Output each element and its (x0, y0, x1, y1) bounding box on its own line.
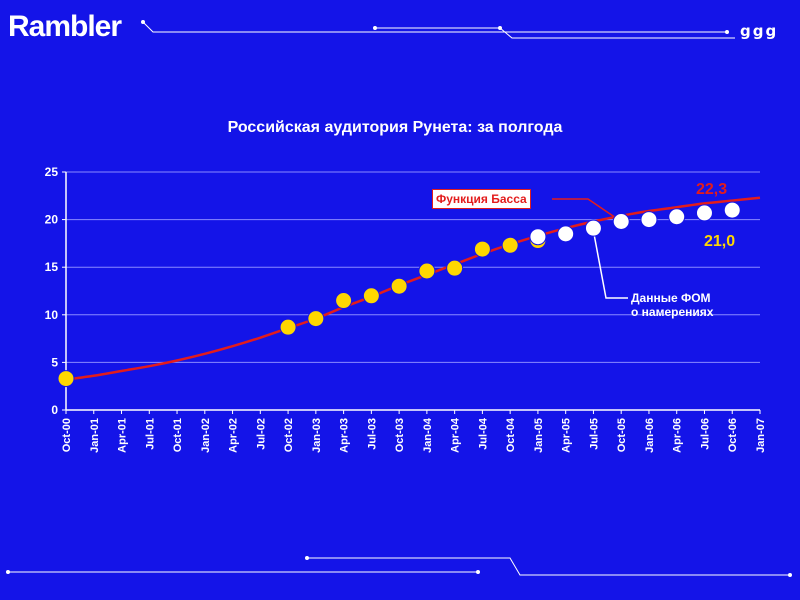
x-tick-labels: Oct-00 Jan-01 Apr-01 Jul-01 Oct-01 Jan-02 Apr-… (61, 410, 767, 453)
y-tick-label: 5 (51, 355, 58, 369)
yellow-data-point (446, 259, 464, 277)
fom-data-callout: Данные ФОМ о намерениях (628, 290, 716, 320)
callout-leaders (552, 198, 628, 299)
fom-data-point (529, 228, 547, 246)
x-tick-label: Apr-06 (672, 418, 684, 453)
fom-callout-line-1: Данные ФОМ (631, 291, 711, 305)
bass-curve-line (65, 196, 761, 381)
y-tick-label: 25 (45, 165, 59, 179)
x-tick-label: Jan-02 (200, 418, 212, 453)
fom-data-point (640, 211, 658, 229)
fom-data-point (557, 225, 575, 243)
fom-data-point (584, 219, 602, 237)
y-tick-label: 10 (45, 308, 59, 322)
x-tick-label: Apr-02 (228, 418, 240, 453)
x-tick-label: Apr-01 (117, 418, 129, 453)
x-tick-label: Jan-07 (755, 418, 767, 453)
yellow-data-point (390, 277, 408, 295)
yellow-data-point (418, 262, 436, 280)
decor-dot-1 (373, 26, 377, 30)
fom-leader-line (592, 230, 628, 299)
yellow-data-point (279, 318, 297, 336)
bass-function-callout: Функция Басса (432, 189, 531, 209)
decor-line-3 (307, 557, 790, 576)
x-tick-label: Apr-05 (561, 418, 573, 453)
x-tick-label: Apr-03 (339, 418, 351, 453)
y-tick-labels: 0 5 10 15 20 25 (45, 165, 59, 417)
x-tick-label: Jan-05 (533, 418, 545, 453)
series-markers (57, 201, 741, 388)
x-tick-label: Apr-04 (450, 417, 462, 453)
x-tick-label: Jan-01 (89, 418, 101, 453)
end-value-red: 22,3 (696, 181, 728, 198)
decor-dot-6 (305, 556, 309, 560)
yellow-data-point (473, 240, 491, 258)
yellow-data-point (501, 236, 519, 254)
x-tick-label: Jan-06 (644, 418, 656, 453)
yellow-data-point (307, 310, 325, 328)
end-value-yellow: 21,0 (704, 233, 736, 250)
yellow-data-point (335, 292, 353, 310)
x-tick-label: Oct-05 (616, 418, 628, 452)
x-tick-label: Jul-02 (255, 418, 267, 450)
decor-line-0 (142, 21, 727, 33)
fom-data-point (723, 201, 741, 219)
x-tick-label: Oct-02 (283, 418, 295, 452)
x-tick-label: Oct-06 (727, 418, 739, 452)
decor-dot-0 (141, 20, 145, 24)
y-tick-label: 20 (45, 213, 59, 227)
x-tick-label: Jan-03 (311, 418, 323, 453)
y-tick-label: 0 (51, 403, 58, 417)
x-tick-label: Jul-01 (144, 418, 156, 450)
logo-glyphs-icon: ggg (740, 22, 779, 40)
x-tick-label: Jul-05 (588, 418, 600, 450)
fom-data-point (612, 213, 630, 231)
x-tick-label: Jan-04 (422, 417, 434, 453)
decor-dot-4 (6, 570, 10, 574)
x-tick-label: Oct-03 (394, 418, 406, 452)
x-tick-label: Jul-06 (699, 418, 711, 450)
decor-dot-7 (788, 573, 792, 577)
x-tick-label: Jul-03 (366, 418, 378, 450)
decor-dot-5 (476, 570, 480, 574)
yellow-data-point (362, 287, 380, 305)
x-tick-label: Oct-04 (505, 417, 517, 452)
rambler-logo: Rambler (8, 10, 122, 43)
decor-dot-2 (498, 26, 502, 30)
x-tick-label: Jul-04 (477, 417, 489, 450)
fom-callout-line-2: о намерениях (631, 305, 714, 319)
x-tick-label: Oct-00 (61, 418, 73, 452)
bass-leader-line (552, 198, 622, 223)
yellow-data-point (57, 370, 75, 388)
decor-dot-3 (725, 30, 729, 34)
decorative-lines (6, 20, 792, 577)
series-bass-curve (65, 196, 761, 381)
chart-title: Российская аудитория Рунета: за полгода (227, 119, 563, 136)
decor-line-1 (375, 27, 735, 39)
fom-data-point (695, 204, 713, 222)
x-tick-label: Oct-01 (172, 418, 184, 452)
y-tick-label: 15 (45, 260, 59, 274)
fom-data-point (668, 208, 686, 226)
